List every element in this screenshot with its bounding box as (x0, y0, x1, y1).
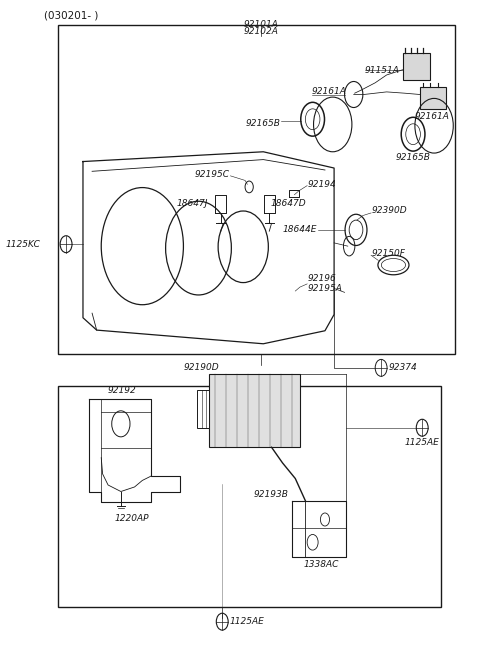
Text: 92165B: 92165B (246, 119, 281, 128)
Text: 1220AP: 1220AP (115, 514, 149, 523)
Text: 18647J: 18647J (176, 199, 208, 208)
Text: 92194: 92194 (308, 180, 337, 189)
Bar (420, 87, 446, 109)
Text: 92192: 92192 (108, 386, 136, 394)
Bar (58, 25, 455, 354)
Text: 1338AC: 1338AC (303, 561, 339, 569)
Text: 92161A: 92161A (415, 112, 450, 121)
Text: (030201- ): (030201- ) (44, 10, 98, 20)
Text: 92150F: 92150F (372, 249, 406, 258)
Text: 92101A: 92101A (244, 20, 278, 29)
Bar (403, 53, 430, 80)
Text: 1125AE: 1125AE (405, 438, 440, 447)
Text: 92195A: 92195A (308, 284, 343, 293)
Text: 1125KC: 1125KC (6, 240, 40, 249)
Bar (209, 375, 300, 447)
Text: 92193B: 92193B (253, 490, 288, 498)
Text: 92102A: 92102A (244, 27, 278, 36)
Text: 92196: 92196 (308, 274, 337, 283)
Text: 92390D: 92390D (372, 206, 407, 215)
Text: 92195C: 92195C (195, 170, 230, 179)
Text: 1125AE: 1125AE (229, 617, 264, 626)
Text: 92165B: 92165B (396, 153, 431, 162)
Bar (58, 386, 442, 607)
Text: 91151A: 91151A (365, 66, 399, 75)
Text: 18644E: 18644E (283, 225, 317, 234)
Text: 92190D: 92190D (183, 364, 219, 372)
Text: 18647D: 18647D (271, 199, 306, 208)
Text: 92374: 92374 (389, 364, 418, 372)
Bar (197, 390, 209, 428)
Text: 92161A: 92161A (312, 88, 347, 96)
